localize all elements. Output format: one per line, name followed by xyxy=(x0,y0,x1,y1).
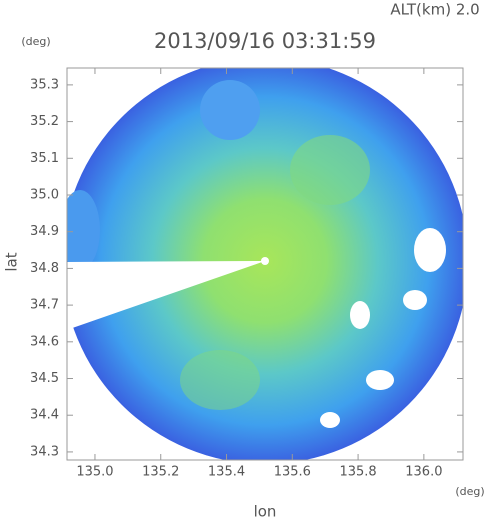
y-tick-label: 35.3 xyxy=(30,77,59,92)
y-tick-label: 34.7 xyxy=(30,298,59,313)
y-unit: (deg) xyxy=(21,35,50,48)
plot-frame xyxy=(66,67,464,461)
x-tick-label: 135.8 xyxy=(339,465,376,480)
x-tick-label: 136.0 xyxy=(405,465,442,480)
x-tick-label: 135.2 xyxy=(142,465,179,480)
altitude-label: ALT(km) 2.0 xyxy=(390,1,479,19)
y-axis-label: lat xyxy=(3,252,21,271)
x-unit: (deg) xyxy=(455,485,484,498)
x-tick-label: 135.0 xyxy=(76,465,113,480)
y-tick-label: 34.8 xyxy=(30,261,59,276)
radar-field xyxy=(67,68,463,460)
x-tick-label: 135.4 xyxy=(208,465,245,480)
y-tick-label: 34.9 xyxy=(30,224,59,239)
y-tick-label: 34.5 xyxy=(30,371,59,386)
y-tick-label: 35.0 xyxy=(30,187,59,202)
y-tick-label: 35.2 xyxy=(30,114,59,129)
y-tick-label: 34.4 xyxy=(30,408,59,423)
y-tick-label: 34.6 xyxy=(30,334,59,349)
y-tick-label: 34.3 xyxy=(30,444,59,459)
x-tick-label: 135.6 xyxy=(274,465,311,480)
chart-title: 2013/09/16 03:31:59 xyxy=(154,29,376,53)
y-tick-label: 35.1 xyxy=(30,151,59,166)
x-axis-label: lon xyxy=(254,503,277,521)
